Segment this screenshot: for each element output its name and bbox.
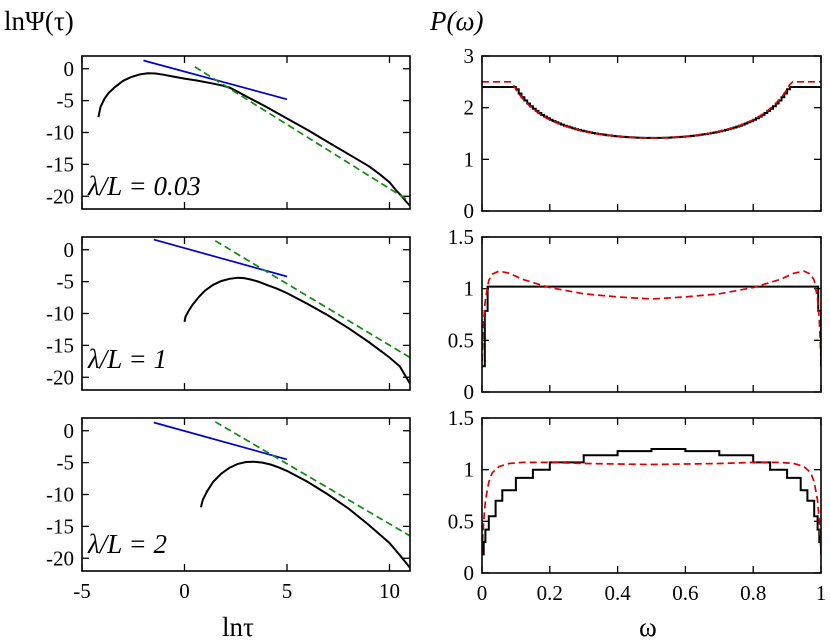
y-tick-label: 0.5: [448, 328, 474, 352]
series-histogram: [482, 448, 821, 556]
series-histogram: [482, 285, 821, 368]
y-tick-label: 3: [464, 44, 475, 68]
x-tick-label: 10: [379, 579, 400, 603]
y-tick-label: -15: [46, 333, 74, 357]
series-theory: [482, 461, 821, 553]
series-fit-slope: [153, 421, 288, 461]
panel-annotation: λ/L = 1: [87, 344, 167, 374]
panel-right-middle: 0 0.5 1 1.5: [448, 225, 822, 404]
right-ylabel: P(ω): [429, 6, 484, 36]
series-simulation: [97, 72, 410, 207]
x-tick-label: 0.2: [537, 581, 563, 605]
series-simulation: [199, 460, 410, 569]
panel-frame: [481, 236, 822, 393]
panel-annotation: λ/L = 0.03: [87, 171, 201, 201]
x-tick-label: 0.6: [672, 581, 698, 605]
series-asymptote: [214, 240, 410, 359]
panel-frame: [81, 236, 411, 391]
panel-left-bottom: -5 0 5 10 0 -5 -10 -15 -20 λ/L = 2: [46, 417, 411, 603]
y-tick-label: 0: [64, 238, 75, 262]
y-tick-label: 0: [64, 419, 75, 443]
y-tick-label: -20: [46, 184, 74, 208]
y-tick-label: -10: [46, 302, 74, 326]
y-tick-label: -5: [57, 451, 75, 475]
y-tick-label: 0: [464, 380, 475, 404]
y-tick-label: 1.5: [448, 225, 474, 249]
x-tick-label: 0: [477, 581, 488, 605]
y-tick-label: -15: [46, 514, 74, 538]
x-tick-label: 0: [179, 579, 190, 603]
y-tick-label: 0: [464, 561, 475, 585]
y-tick-label: -20: [46, 365, 74, 389]
y-tick-label: 0: [464, 199, 475, 223]
panel-right-bottom: 0 0.2 0.4 0.6 0.8 1 0 0.5 1 1.5: [448, 406, 827, 605]
y-tick-label: 1: [464, 277, 475, 301]
y-tick-label: 1: [464, 458, 475, 482]
panel-left-middle: 0 -5 -10 -15 -20 λ/L = 1: [46, 236, 411, 391]
x-tick-label: 1: [816, 581, 827, 605]
y-tick-label: -10: [46, 121, 74, 145]
y-tick-label: -15: [46, 152, 74, 176]
left-xlabel: lnτ: [222, 612, 254, 642]
series-histogram: [482, 86, 821, 139]
panel-left-top: 0 -5 -10 -15 -20 λ/L = 0.03: [46, 55, 411, 210]
panel-frame: [481, 55, 822, 212]
series-simulation: [183, 276, 410, 385]
panel-frame: [481, 417, 822, 574]
x-tick-label: -5: [73, 579, 91, 603]
series-theory: [482, 80, 821, 139]
right-xlabel: ω: [639, 612, 657, 642]
series-asymptote: [214, 421, 410, 537]
series-theory: [482, 270, 821, 362]
x-tick-label: 5: [282, 579, 293, 603]
y-tick-label: 0.5: [448, 509, 474, 533]
y-tick-label: 1.5: [448, 406, 474, 430]
y-tick-label: -5: [57, 270, 75, 294]
x-tick-label: 0.4: [604, 581, 631, 605]
y-tick-label: -20: [46, 546, 74, 570]
y-tick-label: 1: [464, 147, 475, 171]
panel-frame: [81, 55, 411, 210]
y-tick-label: -10: [46, 483, 74, 507]
left-ylabel: lnΨ(τ): [4, 6, 74, 36]
x-tick-label: 0.8: [740, 581, 766, 605]
series-asymptote: [194, 66, 410, 203]
y-tick-label: 0: [64, 57, 75, 81]
y-tick-label: -5: [57, 89, 75, 113]
panel-frame: [81, 417, 411, 572]
y-tick-label: 2: [464, 96, 475, 120]
panel-right-top: 0 1 2 3: [464, 44, 822, 223]
panel-annotation: λ/L = 2: [87, 529, 167, 559]
